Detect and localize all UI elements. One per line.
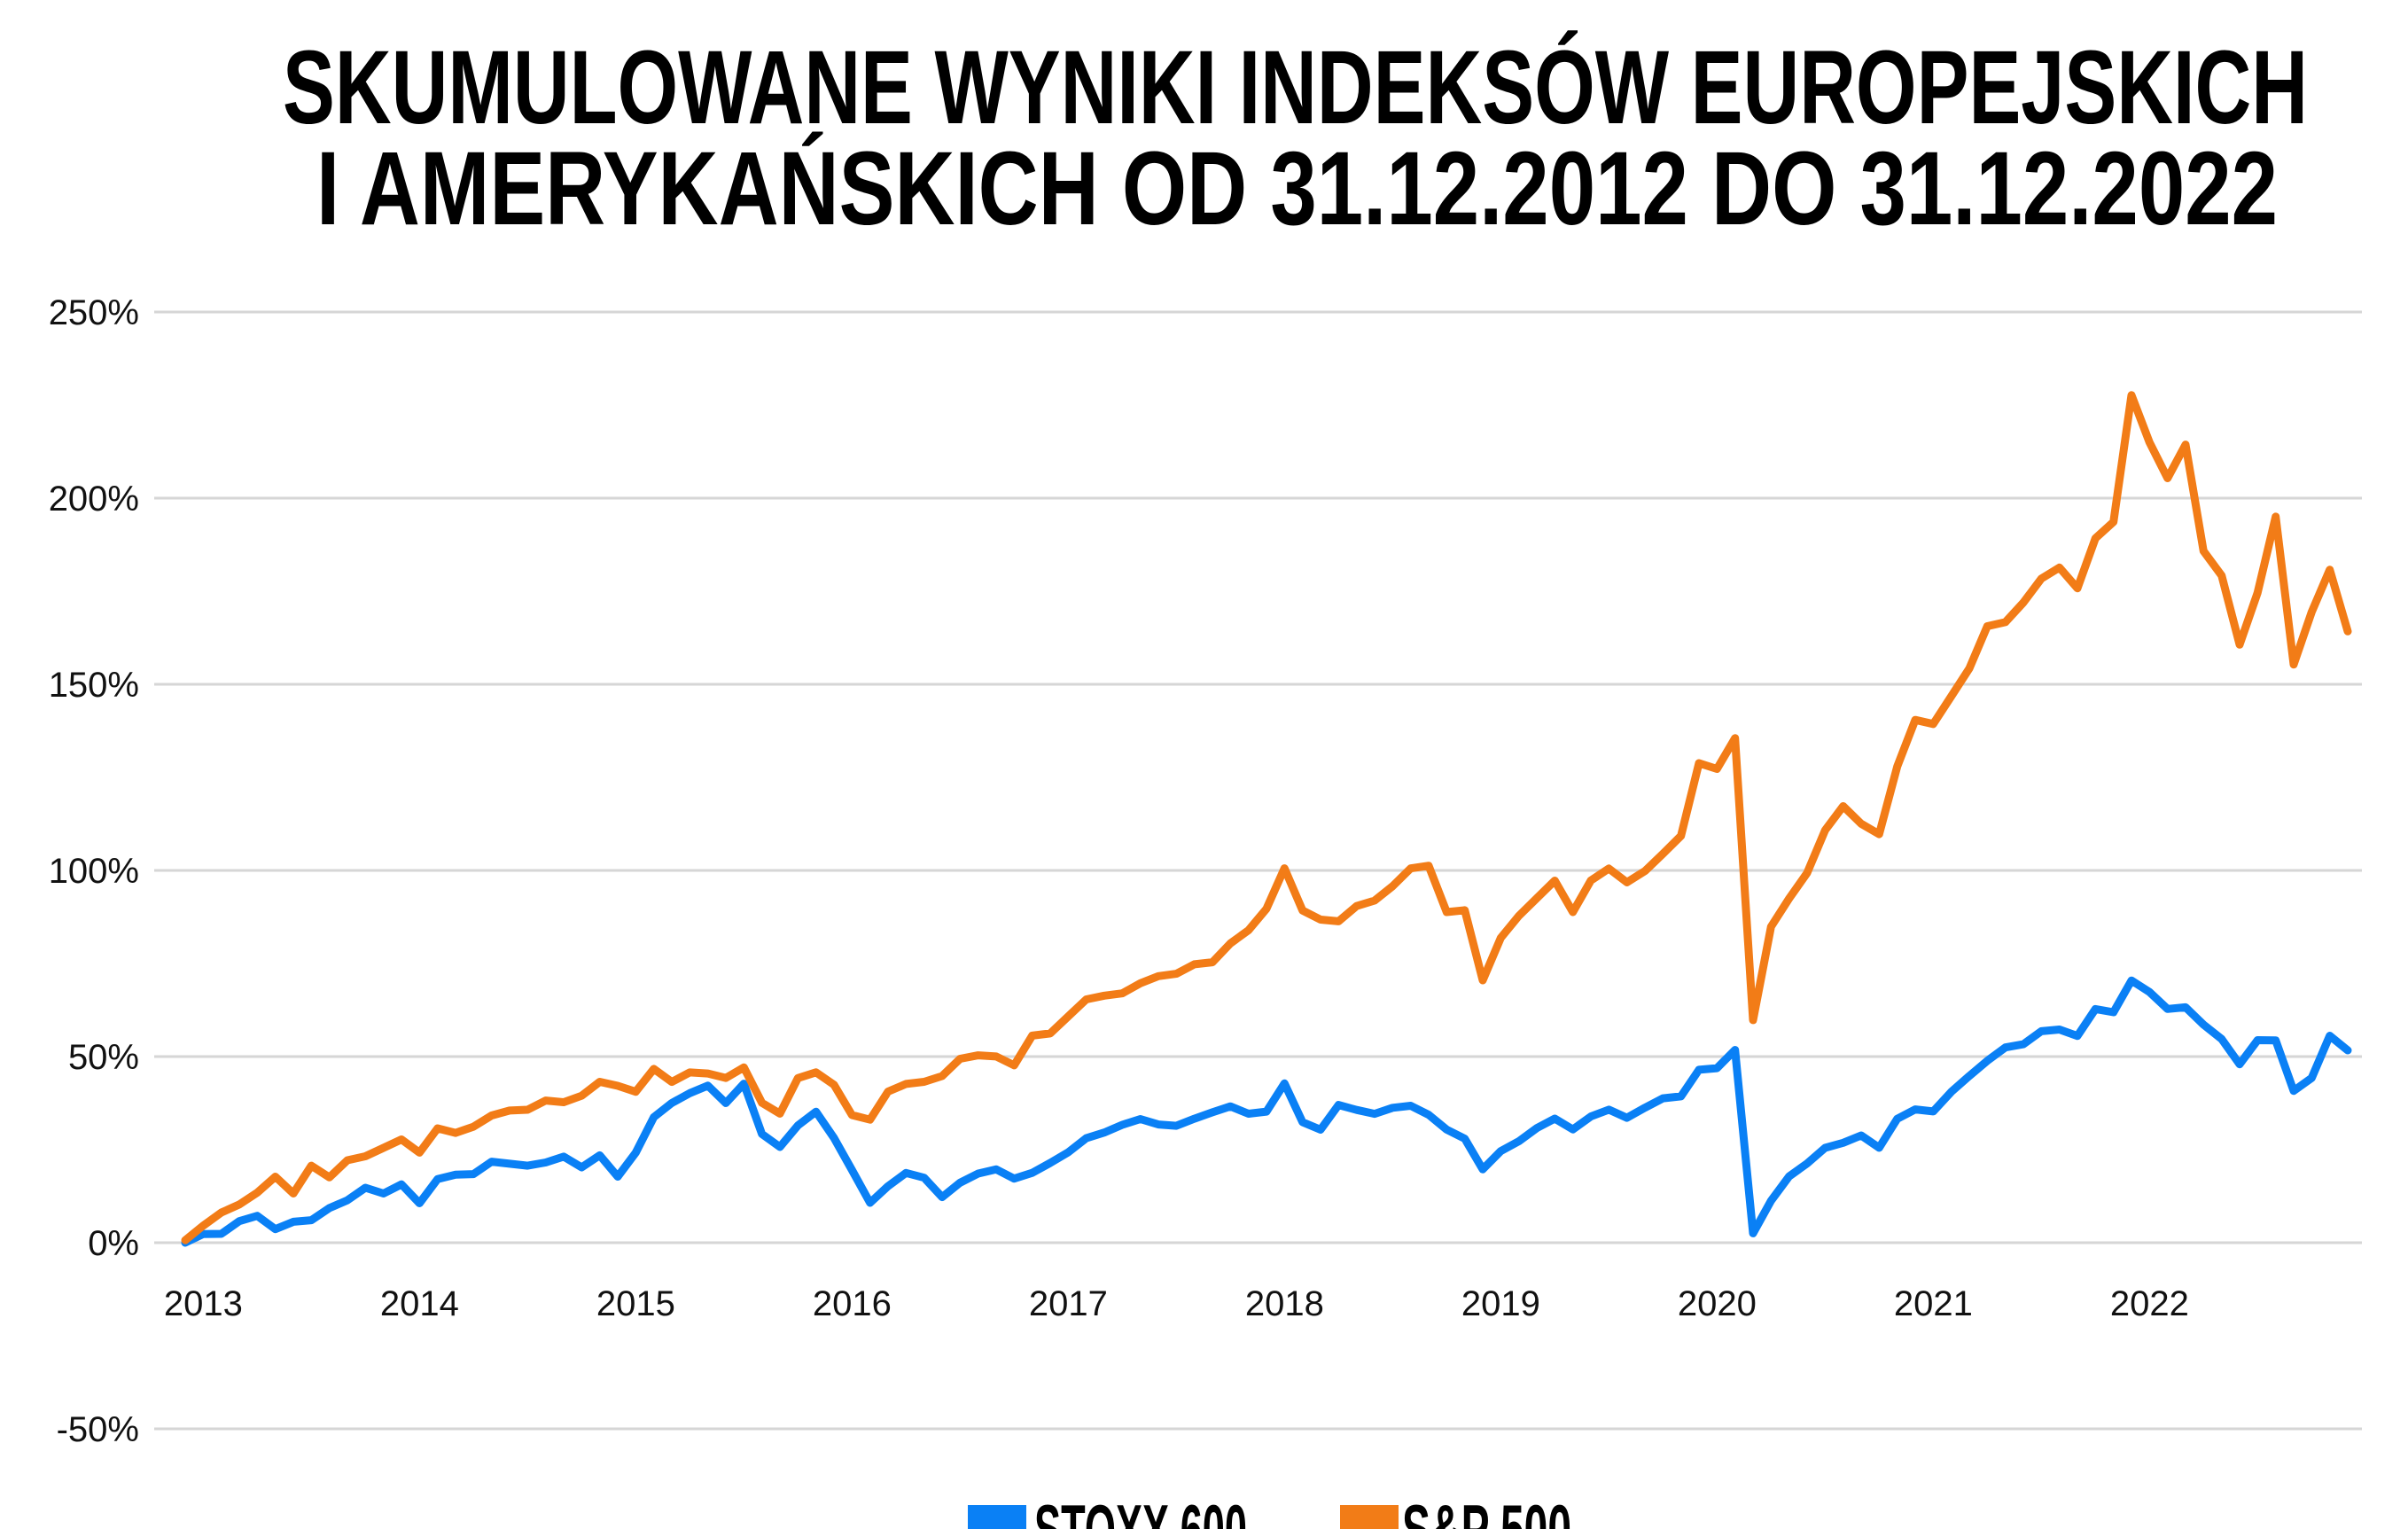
y-axis-ticks: 250% 200% 150% 100% 50% 0% -50% (49, 293, 139, 1449)
x-tick-label: 2016 (813, 1284, 892, 1323)
x-tick-label: 2019 (1461, 1284, 1540, 1323)
y-tick-label: 150% (49, 666, 139, 705)
legend-label-sp-500: S&P 500 (1402, 1490, 1571, 1529)
series-line-s-p-500 (181, 391, 2352, 1244)
y-tick-label: 250% (49, 293, 139, 332)
legend-swatch-stoxx-600 (968, 1505, 1026, 1529)
x-tick-label: 2014 (380, 1284, 459, 1323)
series-lines (181, 391, 2352, 1247)
y-tick-label: -50% (57, 1410, 139, 1449)
series-line-stoxx-600 (181, 976, 2352, 1247)
chart-title-line-1: SKUMULOWANE WYNIKI INDEKSÓW EUROPEJSKICH (283, 29, 2308, 146)
x-tick-label: 2018 (1245, 1284, 1324, 1323)
legend: STOXX 600 S&P 500 (968, 1490, 1571, 1529)
chart-title-line-2: I AMERYKAŃSKICH OD 31.12.2012 DO 31.12.2… (316, 130, 2278, 247)
x-tick-label: 2021 (1894, 1284, 1973, 1323)
y-tick-label: 200% (49, 480, 139, 519)
x-tick-label: 2017 (1029, 1284, 1108, 1323)
legend-swatch-sp-500 (1340, 1505, 1399, 1529)
x-axis-ticks: 2013 2014 2015 2016 2017 2018 2019 2020 2021 2022 (164, 1284, 2189, 1323)
y-tick-label: 100% (49, 852, 139, 891)
gridlines (154, 310, 2362, 1431)
x-tick-label: 2013 (164, 1284, 243, 1323)
x-tick-label: 2020 (1678, 1284, 1757, 1323)
y-tick-label: 0% (88, 1224, 139, 1263)
legend-label-stoxx-600: STOXX 600 (1034, 1490, 1247, 1529)
y-tick-label: 50% (68, 1038, 139, 1077)
x-tick-label: 2022 (2110, 1284, 2189, 1323)
x-tick-label: 2015 (596, 1284, 675, 1323)
